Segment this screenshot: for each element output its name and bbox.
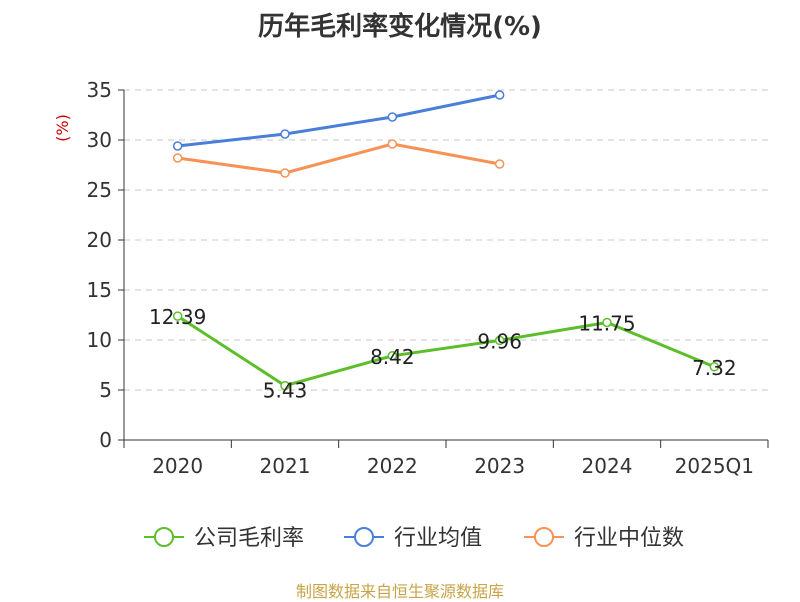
- legend: 公司毛利率 行业均值 行业中位数: [144, 526, 684, 551]
- data-label: 9.96: [477, 329, 522, 353]
- data-labels: 12.39 5.43 8.42 9.96 11.75 7.32: [149, 305, 737, 403]
- series-line-0: [176, 314, 715, 388]
- data-point: [172, 153, 183, 163]
- y-tick-label: 30: [87, 128, 112, 152]
- x-tick-label: 2022: [367, 454, 418, 478]
- data-point: [172, 141, 183, 151]
- source-note: 制图数据来自恒生聚源数据库: [295, 582, 504, 601]
- data-point: [494, 159, 505, 169]
- data-point: [494, 335, 505, 346]
- y-tick-label: 15: [87, 278, 112, 302]
- y-tick-label: 35: [87, 78, 112, 102]
- grid-lines: [124, 89, 768, 391]
- data-label: 11.75: [578, 312, 635, 336]
- y-tick-label: 5: [99, 378, 112, 402]
- data-point: [280, 168, 290, 178]
- data-point: [602, 317, 612, 328]
- x-tick-label: 2025Q1: [675, 454, 754, 478]
- legend-marker-1: [354, 527, 374, 547]
- chart-title: 历年毛利率变化情况(%): [258, 12, 542, 42]
- data-point: [387, 351, 398, 361]
- series-lines: [172, 90, 720, 391]
- y-axis-label: (%): [53, 114, 72, 142]
- data-point: [387, 139, 398, 149]
- data-label: 8.42: [370, 345, 415, 369]
- x-tick-label: 2023: [474, 454, 525, 478]
- data-point: [280, 129, 290, 139]
- data-point: [387, 112, 398, 122]
- legend-label-0: 公司毛利率: [194, 526, 304, 551]
- y-tick-label: 20: [87, 228, 112, 252]
- y-tick-label: 10: [87, 328, 112, 352]
- data-point: [172, 311, 183, 321]
- data-point: [494, 90, 505, 100]
- data-point: [709, 362, 720, 372]
- data-point: [280, 380, 290, 391]
- data-label: 7.32: [692, 356, 737, 380]
- x-tick-label: 2021: [260, 454, 311, 478]
- x-tick-label: 2024: [582, 454, 633, 478]
- data-label: 12.39: [149, 305, 206, 329]
- axes: 0 5 10 15 20 25 30 35 2020 2021 2022 2023 2024 2025Q1: [87, 78, 769, 478]
- data-label: 5.43: [263, 379, 308, 403]
- legend-label-1: 行业均值: [394, 526, 482, 551]
- legend-marker-2: [534, 527, 554, 547]
- y-tick-label: 25: [87, 178, 112, 202]
- series-line-1: [177, 93, 500, 148]
- series-line-2: [177, 142, 500, 175]
- y-tick-label: 0: [99, 428, 112, 452]
- x-tick-label: 2020: [152, 454, 203, 478]
- legend-label-2: 行业中位数: [574, 526, 684, 551]
- legend-marker-0: [154, 527, 174, 547]
